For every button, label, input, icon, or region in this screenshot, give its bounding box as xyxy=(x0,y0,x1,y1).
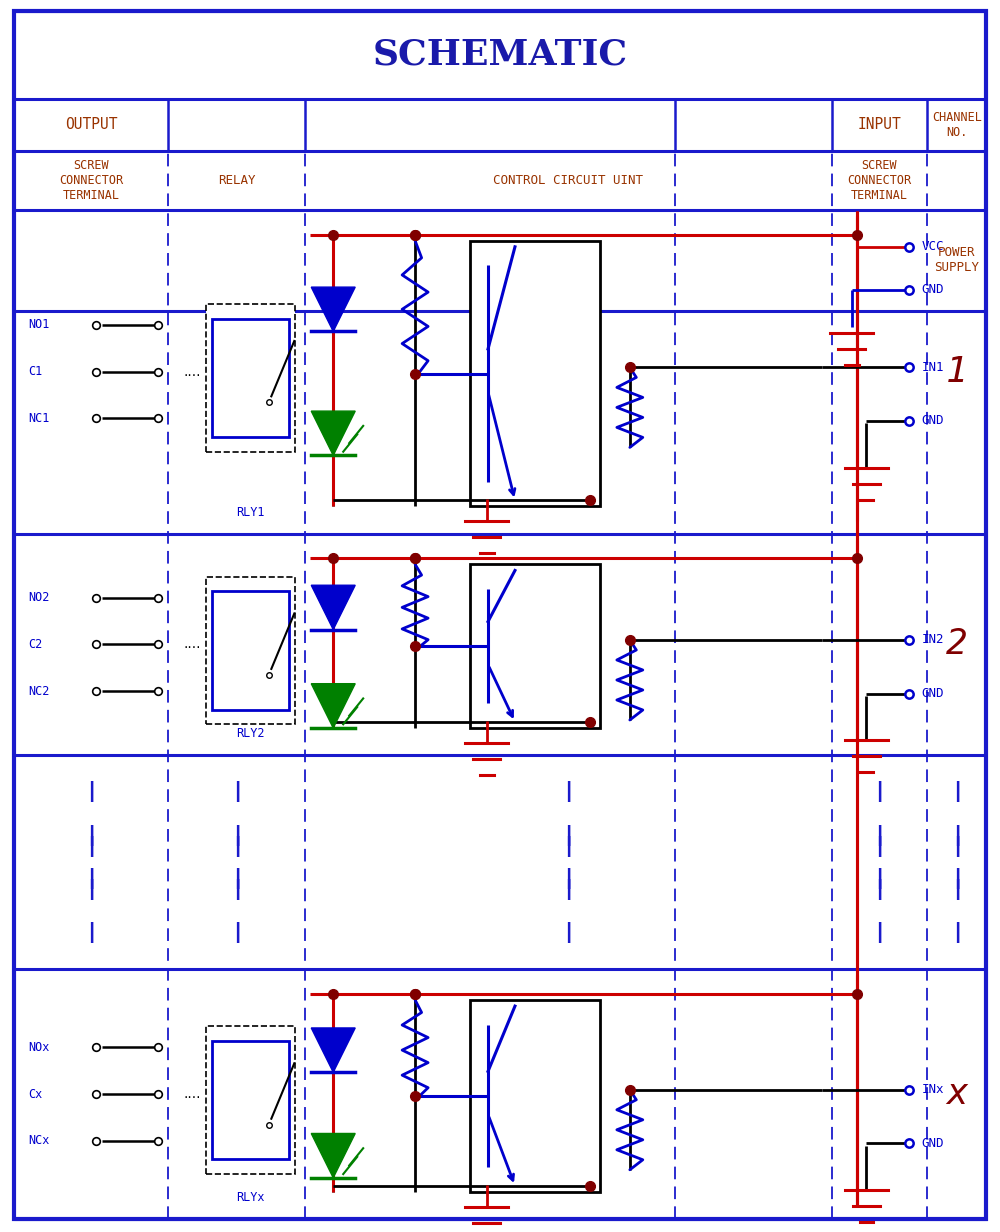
Text: RLYx: RLYx xyxy=(237,1191,265,1204)
Text: NOx: NOx xyxy=(29,1041,50,1053)
Text: |: | xyxy=(233,922,241,942)
Bar xyxy=(212,319,289,437)
Text: NCx: NCx xyxy=(29,1135,50,1147)
Text: |: | xyxy=(953,781,961,802)
Text: SCREW
CONNECTOR
TERMINAL: SCREW CONNECTOR TERMINAL xyxy=(59,159,123,202)
Text: |: | xyxy=(875,824,884,845)
Text: NC1: NC1 xyxy=(29,411,50,425)
Text: 2: 2 xyxy=(946,627,968,662)
Text: |: | xyxy=(953,867,961,888)
Text: NO1: NO1 xyxy=(29,318,50,331)
Text: |: | xyxy=(233,824,241,845)
Text: VCC: VCC xyxy=(921,240,944,254)
Text: |: | xyxy=(564,867,573,888)
Bar xyxy=(212,1041,289,1159)
Text: RELAY: RELAY xyxy=(218,174,256,187)
Text: |: | xyxy=(564,922,573,942)
Text: x: x xyxy=(946,1077,968,1111)
Text: |: | xyxy=(953,835,961,856)
Text: |: | xyxy=(87,878,95,899)
Text: GND: GND xyxy=(921,687,944,700)
Text: |: | xyxy=(875,867,884,888)
Text: |: | xyxy=(233,781,241,802)
Text: GND: GND xyxy=(921,283,944,297)
Text: |: | xyxy=(875,922,884,942)
Polygon shape xyxy=(311,287,355,331)
Text: Cx: Cx xyxy=(29,1088,43,1100)
Text: |: | xyxy=(953,878,961,899)
Text: |: | xyxy=(953,922,961,942)
Text: RLY2: RLY2 xyxy=(237,727,265,740)
Text: ....: .... xyxy=(183,637,201,652)
Text: CHANNEL
NO.: CHANNEL NO. xyxy=(932,111,982,139)
Text: GND: GND xyxy=(921,1137,944,1149)
Text: |: | xyxy=(87,867,95,888)
Text: |: | xyxy=(875,781,884,802)
Polygon shape xyxy=(311,1133,355,1178)
Text: POWER
SUPPLY: POWER SUPPLY xyxy=(934,246,979,275)
Bar xyxy=(206,304,295,452)
Text: |: | xyxy=(233,878,241,899)
Bar xyxy=(212,591,289,710)
Bar xyxy=(206,577,295,724)
Text: C2: C2 xyxy=(29,638,43,650)
Text: |: | xyxy=(953,824,961,845)
Text: IN2: IN2 xyxy=(921,633,944,647)
Bar xyxy=(470,1000,600,1191)
Text: |: | xyxy=(564,824,573,845)
Text: |: | xyxy=(564,878,573,899)
Polygon shape xyxy=(311,585,355,630)
Text: CONTROL CIRCUIT UINT: CONTROL CIRCUIT UINT xyxy=(493,174,643,187)
Text: ....: .... xyxy=(183,365,201,378)
Text: OUTPUT: OUTPUT xyxy=(65,117,117,133)
Text: 1: 1 xyxy=(946,355,968,389)
Text: |: | xyxy=(87,835,95,856)
Text: GND: GND xyxy=(921,414,944,428)
Polygon shape xyxy=(311,411,355,456)
Text: IN1: IN1 xyxy=(921,361,944,375)
Text: |: | xyxy=(233,867,241,888)
Text: |: | xyxy=(875,835,884,856)
Text: INx: INx xyxy=(921,1083,944,1096)
Text: SCREW
CONNECTOR
TERMINAL: SCREW CONNECTOR TERMINAL xyxy=(847,159,912,202)
Text: |: | xyxy=(564,835,573,856)
Bar xyxy=(470,240,600,506)
Text: |: | xyxy=(233,835,241,856)
Text: RLY1: RLY1 xyxy=(237,506,265,519)
Text: |: | xyxy=(564,781,573,802)
Text: NO2: NO2 xyxy=(29,591,50,604)
Text: INPUT: INPUT xyxy=(858,117,901,133)
Bar xyxy=(206,1026,295,1174)
Text: NC2: NC2 xyxy=(29,685,50,697)
Text: |: | xyxy=(875,878,884,899)
Text: |: | xyxy=(87,922,95,942)
Polygon shape xyxy=(311,1027,355,1072)
Text: C1: C1 xyxy=(29,365,43,378)
Text: |: | xyxy=(87,824,95,845)
Polygon shape xyxy=(311,684,355,728)
Bar xyxy=(470,564,600,728)
Text: ....: .... xyxy=(183,1087,201,1101)
Text: SCHEMATIC: SCHEMATIC xyxy=(372,38,628,71)
Text: |: | xyxy=(87,781,95,802)
